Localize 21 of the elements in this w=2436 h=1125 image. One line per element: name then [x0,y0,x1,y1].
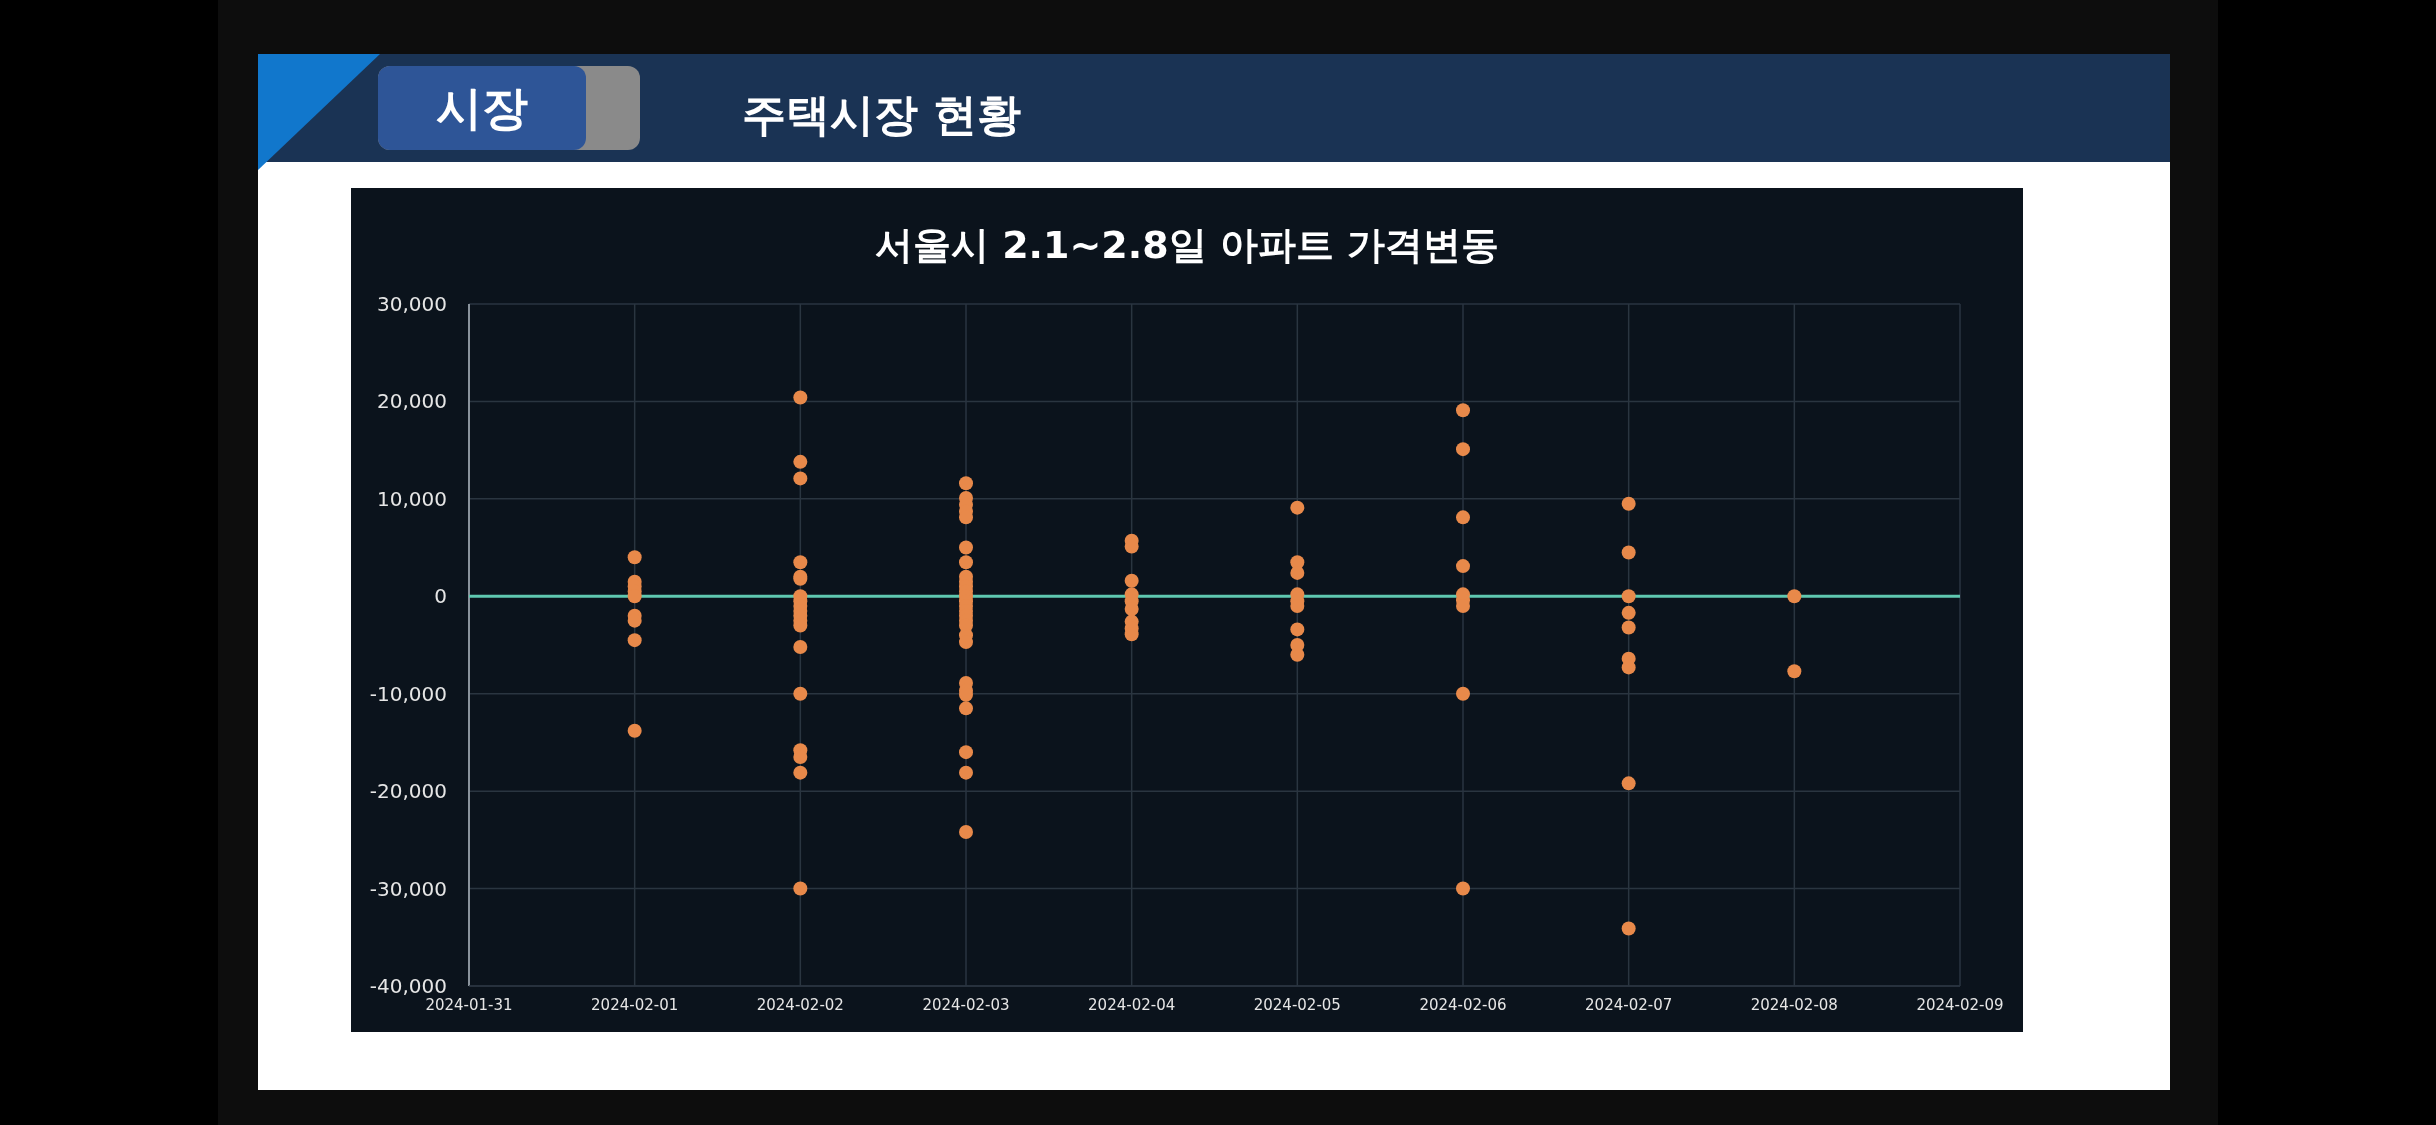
y-tick-label: 0 [434,584,447,609]
x-tick-label: 2024-01-31 [425,996,513,1014]
y-tick-label: 20,000 [377,389,447,414]
y-tick-label: 30,000 [377,292,447,316]
x-tick-label: 2024-02-05 [1253,996,1341,1014]
x-tick-label: 2024-02-03 [922,996,1010,1014]
x-tick-label: 2024-02-08 [1750,996,1838,1014]
chart-title: 서울시 2.1~2.8일 아파트 가격변동 [874,223,1500,267]
text: 시장 [436,81,528,135]
x-tick-label: 2024-02-06 [1419,996,1507,1014]
x-tick-label: 2024-02-01 [591,996,679,1014]
x-tick-label: 2024-02-02 [756,996,844,1014]
x-tick-label: 2024-02-07 [1585,996,1673,1014]
x-tick-label: 2024-02-04 [1088,996,1176,1014]
y-tick-label: -40,000 [369,974,447,998]
x-tick-label: 2024-02-09 [1916,996,2004,1014]
y-tick-label: -10,000 [369,681,447,706]
y-tick-label: -30,000 [369,876,447,901]
y-tick-label: 10,000 [377,486,447,511]
text: 주택시장 현황 [742,89,1022,140]
y-tick-label: -20,000 [369,779,447,804]
